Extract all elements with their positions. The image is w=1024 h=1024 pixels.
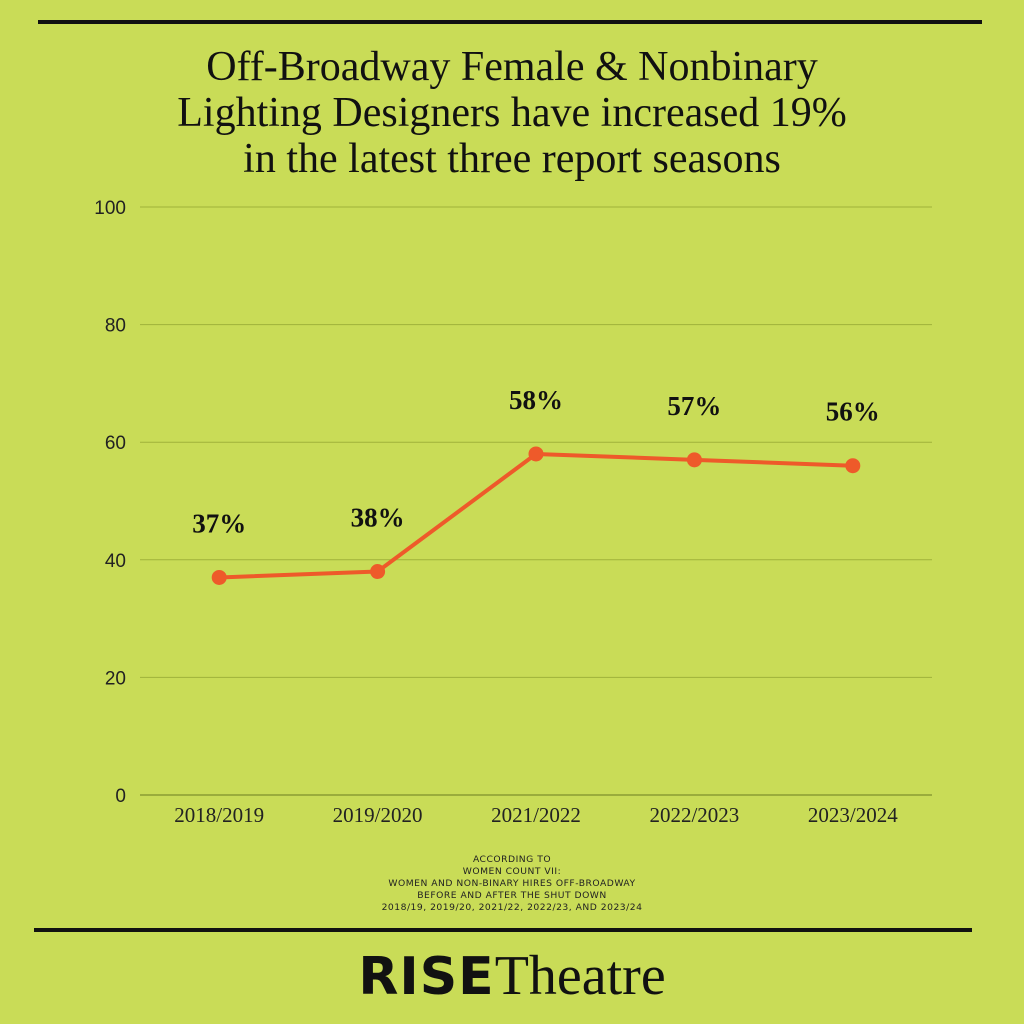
- data-point: [528, 446, 544, 462]
- data-point: [686, 452, 702, 468]
- source-line-4: BEFORE AND AFTER THE SHUT DOWN: [417, 890, 607, 901]
- data-point: [370, 564, 386, 580]
- logo-theatre-text: Theatre: [494, 945, 666, 1007]
- source-line-1: ACCORDING TO: [472, 854, 552, 865]
- source-line-5: 2018/19, 2019/20, 2021/22, 2022/23, AND …: [381, 902, 643, 913]
- data-label: 37%: [192, 508, 246, 538]
- logo-rise-text: RISE: [358, 947, 495, 1007]
- title-line-1: Off-Broadway Female & Nonbinary: [206, 44, 818, 90]
- source-line-3: WOMEN AND NON-BINARY HIRES OFF-BROADWAY: [388, 878, 636, 889]
- x-tick-label: 2022/2023: [649, 803, 739, 827]
- data-label: 56%: [826, 397, 880, 427]
- x-tick-label: 2019/2020: [333, 803, 423, 827]
- data-point: [845, 458, 861, 474]
- source-note: ACCORDING TO WOMEN COUNT VII: WOMEN AND …: [200, 854, 824, 914]
- data-point: [211, 569, 227, 585]
- x-tick-label: 2018/2019: [174, 803, 264, 827]
- rise-theatre-logo: RISETheatre: [0, 944, 1024, 1008]
- data-label: 58%: [509, 385, 563, 415]
- top-rule: [38, 20, 982, 24]
- data-label: 38%: [351, 503, 405, 533]
- bottom-rule: [34, 928, 972, 932]
- source-line-2: WOMEN COUNT VII:: [462, 866, 562, 877]
- title-line-3: in the latest three report seasons: [243, 136, 781, 182]
- series-line: [219, 451, 853, 580]
- y-tick-label: 100: [94, 198, 126, 219]
- x-tick-label: 2021/2022: [491, 803, 581, 827]
- chart-title: Off-Broadway Female & Nonbinary Lighting…: [60, 44, 964, 182]
- y-tick-label: 20: [105, 668, 126, 689]
- y-tick-label: 60: [105, 433, 126, 454]
- data-label: 57%: [667, 391, 721, 421]
- x-tick-label: 2023/2024: [808, 803, 898, 827]
- title-line-2: Lighting Designers have increased 19%: [177, 90, 847, 136]
- y-tick-label: 80: [105, 316, 126, 337]
- y-tick-label: 0: [115, 786, 126, 807]
- y-tick-label: 40: [105, 551, 126, 572]
